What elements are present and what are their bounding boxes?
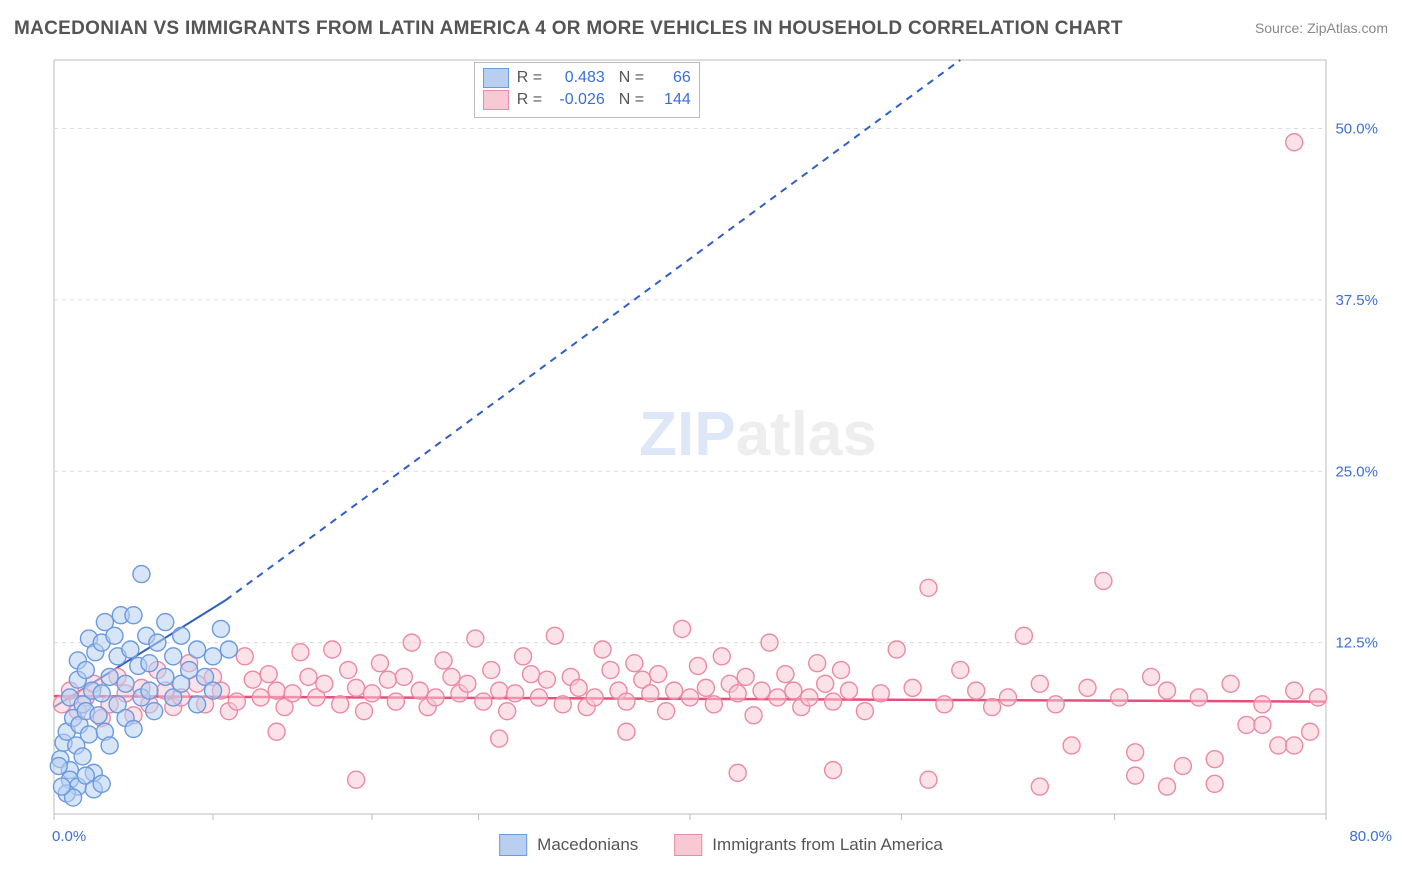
legend-swatch-macedonians (499, 834, 527, 856)
x-axis-start-label: 0.0% (52, 828, 86, 845)
plot-area: 12.5%25.0%37.5%50.0% ZIPatlas R =0.483N … (48, 54, 1394, 860)
legend: Macedonians Immigrants from Latin Americ… (499, 834, 943, 856)
legend-item-immigrants: Immigrants from Latin America (674, 834, 943, 856)
correlation-stats-box: R =0.483N =66R =-0.026N =144 (474, 62, 700, 118)
legend-item-macedonians: Macedonians (499, 834, 638, 856)
x-axis-end-label: 80.0% (1349, 828, 1392, 845)
chart-title: MACEDONIAN VS IMMIGRANTS FROM LATIN AMER… (14, 18, 1123, 40)
source-label: Source: ZipAtlas.com (1255, 20, 1388, 36)
svg-text:37.5%: 37.5% (1335, 292, 1378, 309)
legend-label-macedonians: Macedonians (537, 835, 638, 855)
svg-text:50.0%: 50.0% (1335, 121, 1378, 138)
legend-label-immigrants: Immigrants from Latin America (712, 835, 943, 855)
svg-text:12.5%: 12.5% (1335, 635, 1378, 652)
legend-swatch-immigrants (674, 834, 702, 856)
scatter-chart: 12.5% 25.0% 37.5% 50.0% (48, 54, 1394, 860)
svg-text:25.0%: 25.0% (1335, 463, 1378, 480)
